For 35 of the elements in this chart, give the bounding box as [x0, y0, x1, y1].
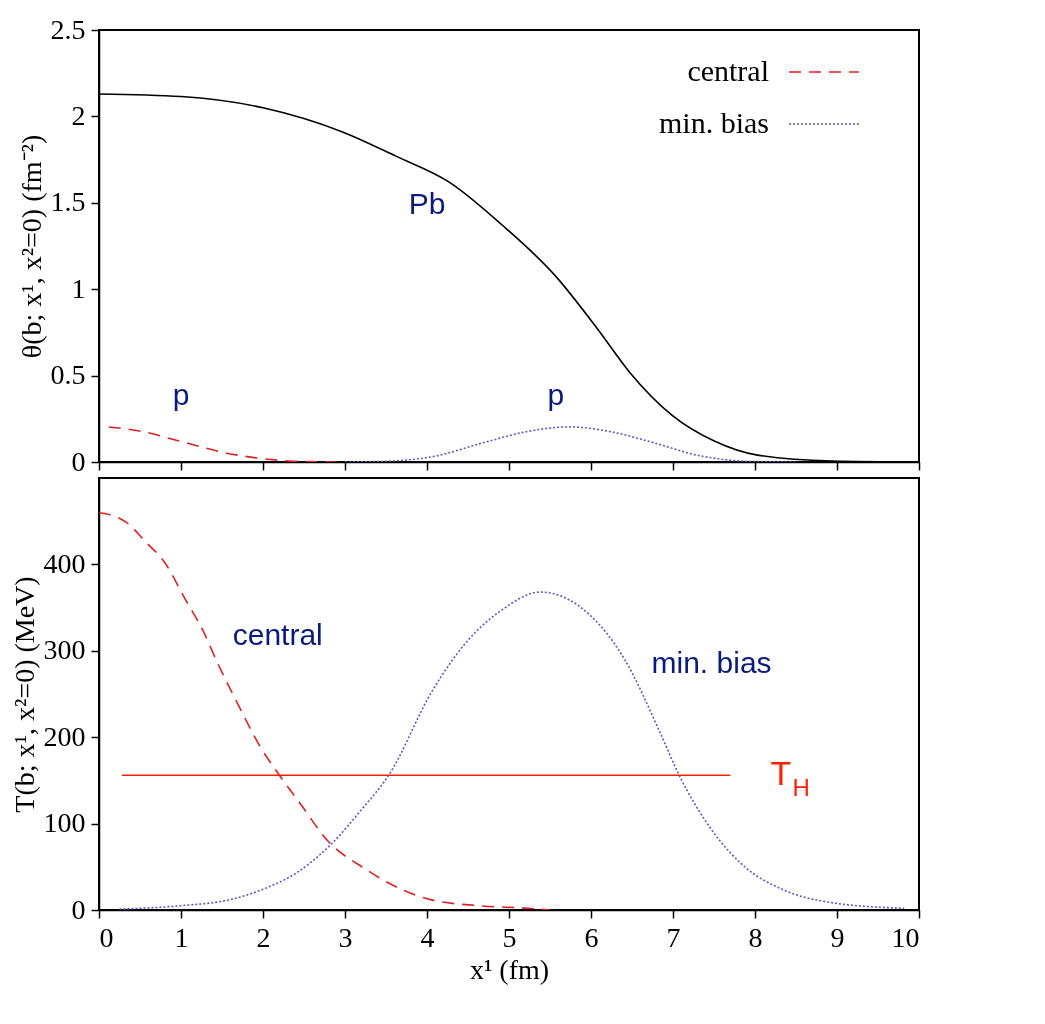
y-axis-title: θ(b; x¹, x²=0) (fm⁻²)	[15, 134, 47, 359]
annotation: p	[172, 378, 190, 412]
line-series	[118, 591, 906, 910]
x-tick-label: 0	[99, 921, 114, 953]
y-tick-label: 1.5	[50, 186, 86, 218]
x-tick-label: 3	[338, 921, 353, 953]
y-tick-label: 100	[43, 807, 86, 839]
y-tick-label: 400	[43, 547, 86, 579]
y-tick-label: 200	[43, 720, 86, 752]
annotation: central	[232, 618, 323, 652]
y-tick-label: 0	[71, 445, 86, 477]
annotation: p	[547, 378, 565, 412]
legend-label: min. bias	[659, 106, 769, 139]
x-tick-label: 10	[891, 921, 920, 953]
legend-label: central	[687, 54, 769, 87]
x-tick-label: 6	[584, 921, 599, 953]
x-tick-label: 7	[666, 921, 681, 953]
line-series	[99, 511, 551, 910]
x-axis-title: x¹ (fm)	[469, 953, 550, 985]
annotation: min. bias	[651, 645, 772, 679]
x-tick-label: 9	[830, 921, 845, 953]
x-tick-label: 8	[748, 921, 763, 953]
y-tick-label: 0.5	[50, 359, 86, 391]
y-tick-label: 0	[71, 893, 86, 925]
y-tick-label: 1	[71, 272, 86, 304]
x-tick-label: 1	[174, 921, 189, 953]
x-tick-label: 5	[502, 921, 517, 953]
y-axis-title: T(b; x¹, x²=0) (MeV)	[8, 576, 40, 813]
x-tick-label: 2	[256, 921, 271, 953]
annotation: Pb	[408, 186, 446, 220]
y-tick-label: 2.5	[50, 13, 86, 45]
x-tick-label: 4	[420, 921, 435, 953]
y-tick-label: 300	[43, 634, 86, 666]
y-tick-label: 2	[71, 99, 86, 131]
line-series	[344, 426, 797, 462]
